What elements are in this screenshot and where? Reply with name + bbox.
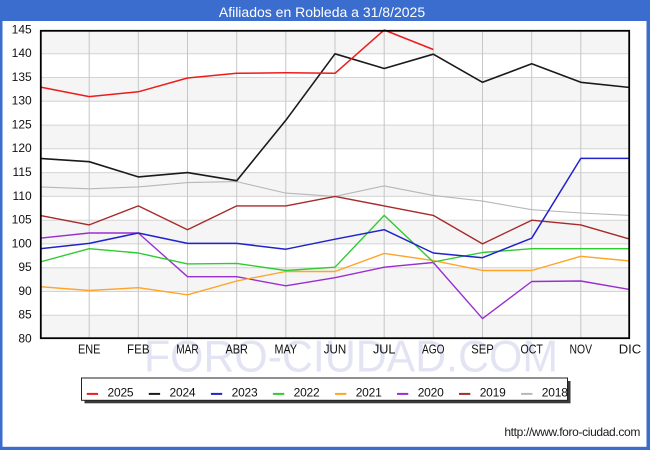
svg-text:2024: 2024: [170, 386, 196, 400]
svg-text:125: 125: [12, 118, 32, 132]
svg-text:135: 135: [12, 70, 32, 84]
svg-text:http://www.foro-ciudad.com: http://www.foro-ciudad.com: [504, 425, 640, 439]
svg-text:ABR: ABR: [225, 341, 248, 356]
svg-text:115: 115: [13, 165, 32, 179]
svg-text:2022: 2022: [294, 386, 320, 400]
svg-text:2019: 2019: [480, 386, 506, 400]
svg-text:2020: 2020: [418, 386, 444, 400]
svg-text:MAR: MAR: [176, 341, 199, 356]
svg-text:80: 80: [18, 331, 32, 345]
svg-text:SEP: SEP: [471, 341, 494, 356]
svg-text:130: 130: [12, 94, 32, 108]
svg-text:OCT: OCT: [520, 341, 543, 356]
svg-text:FORO-CIUDAD.COM: FORO-CIUDAD.COM: [144, 332, 558, 381]
svg-text:120: 120: [12, 141, 32, 155]
svg-text:105: 105: [12, 213, 32, 227]
svg-text:JUN: JUN: [324, 341, 347, 356]
svg-text:DIC: DIC: [619, 341, 642, 356]
svg-text:JUL: JUL: [373, 341, 396, 356]
svg-text:ENE: ENE: [78, 341, 101, 356]
svg-text:110: 110: [13, 189, 32, 203]
svg-text:2018: 2018: [542, 386, 568, 400]
svg-text:NOV: NOV: [570, 341, 593, 356]
svg-text:100: 100: [12, 236, 32, 250]
svg-text:2025: 2025: [108, 386, 134, 400]
svg-text:2023: 2023: [232, 386, 258, 400]
svg-text:MAY: MAY: [275, 341, 298, 356]
svg-text:90: 90: [18, 284, 32, 298]
svg-text:145: 145: [12, 22, 32, 36]
svg-text:AGO: AGO: [422, 341, 445, 356]
svg-text:85: 85: [18, 308, 32, 322]
svg-text:Afiliados en Robleda a 31/8/20: Afiliados en Robleda a 31/8/2025: [219, 4, 425, 20]
svg-text:95: 95: [18, 260, 32, 274]
svg-text:2021: 2021: [356, 386, 382, 400]
svg-text:FEB: FEB: [127, 341, 150, 356]
svg-text:140: 140: [12, 46, 32, 60]
